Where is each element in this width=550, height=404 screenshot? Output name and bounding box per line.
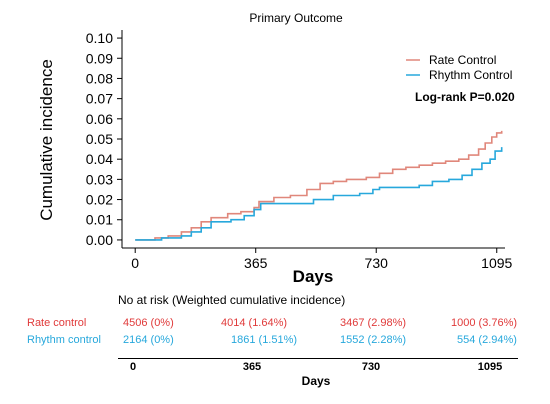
risk-cell-rhythm-1095: 554 (2.94%) bbox=[457, 334, 517, 346]
y-tick-label: 0.02 bbox=[86, 192, 113, 208]
log-rank-annotation: Log-rank P=0.020 bbox=[415, 90, 515, 104]
y-tick-label: 0.04 bbox=[86, 151, 113, 167]
risk-row-label-rate-control: Rate control bbox=[27, 317, 87, 329]
legend-label-rhythm-control: Rhythm Control bbox=[429, 68, 512, 82]
y-tick-label: 0.06 bbox=[86, 111, 113, 127]
y-tick-label: 0.08 bbox=[86, 70, 113, 86]
x-tick-label: 730 bbox=[365, 255, 389, 271]
risk-axis-tick-365: 365 bbox=[242, 361, 262, 373]
legend: Rate Control Rhythm Control bbox=[406, 53, 512, 82]
series-line-rhythm-control bbox=[135, 147, 503, 241]
risk-axis-tick-0: 0 bbox=[129, 361, 137, 373]
chart-title: Primary Outcome bbox=[249, 11, 343, 25]
y-axis-title: Cumulative incidence bbox=[37, 59, 56, 221]
risk-row-label-rhythm-control: Rhythm control bbox=[27, 334, 101, 346]
risk-table-title: No at risk (Weighted cumulative incidenc… bbox=[118, 293, 346, 307]
y-tick-label: 0.10 bbox=[86, 30, 113, 46]
x-tick-label: 1095 bbox=[481, 255, 512, 271]
risk-axis-tick-730: 730 bbox=[361, 361, 381, 373]
risk-table-axis-line bbox=[118, 358, 518, 359]
risk-cell-rate-0: 4506 (0%) bbox=[123, 317, 174, 329]
risk-cell-rate-730: 3467 (2.98%) bbox=[340, 317, 407, 329]
series-lines bbox=[135, 130, 503, 241]
risk-cell-rhythm-365: 1861 (1.51%) bbox=[231, 334, 298, 346]
risk-cell-rhythm-730: 1552 (2.28%) bbox=[340, 334, 407, 346]
risk-cell-rate-1095: 1000 (3.76%) bbox=[451, 317, 518, 329]
y-tick-label: 0.01 bbox=[86, 212, 113, 228]
y-tick-label: 0.07 bbox=[86, 91, 113, 107]
risk-axis-title: Days bbox=[301, 374, 331, 388]
legend-label-rate-control: Rate Control bbox=[429, 53, 496, 67]
y-tick-label: 0.03 bbox=[86, 171, 113, 187]
chart-plot: Primary Outcome Cumulative incidence Day… bbox=[37, 11, 515, 286]
series-line-rate-control bbox=[135, 130, 503, 241]
y-tick-label: 0.00 bbox=[86, 232, 113, 248]
risk-cell-rhythm-0: 2164 (0%) bbox=[123, 334, 174, 346]
y-tick-label: 0.05 bbox=[86, 131, 113, 147]
x-tick-label: 0 bbox=[131, 255, 139, 271]
risk-axis-tick-1095: 1095 bbox=[477, 361, 503, 373]
x-axis-ticks: 0 365 730 1095 bbox=[131, 248, 513, 271]
x-tick-label: 365 bbox=[244, 255, 268, 271]
y-tick-label: 0.09 bbox=[86, 50, 113, 66]
y-axis-ticks: 0.00 0.01 0.02 0.03 0.04 0.05 0.06 0.07 0.08 0.09… bbox=[86, 30, 122, 248]
x-axis-title: Days bbox=[293, 267, 334, 286]
risk-cell-rate-365: 4014 (1.64%) bbox=[221, 317, 288, 329]
